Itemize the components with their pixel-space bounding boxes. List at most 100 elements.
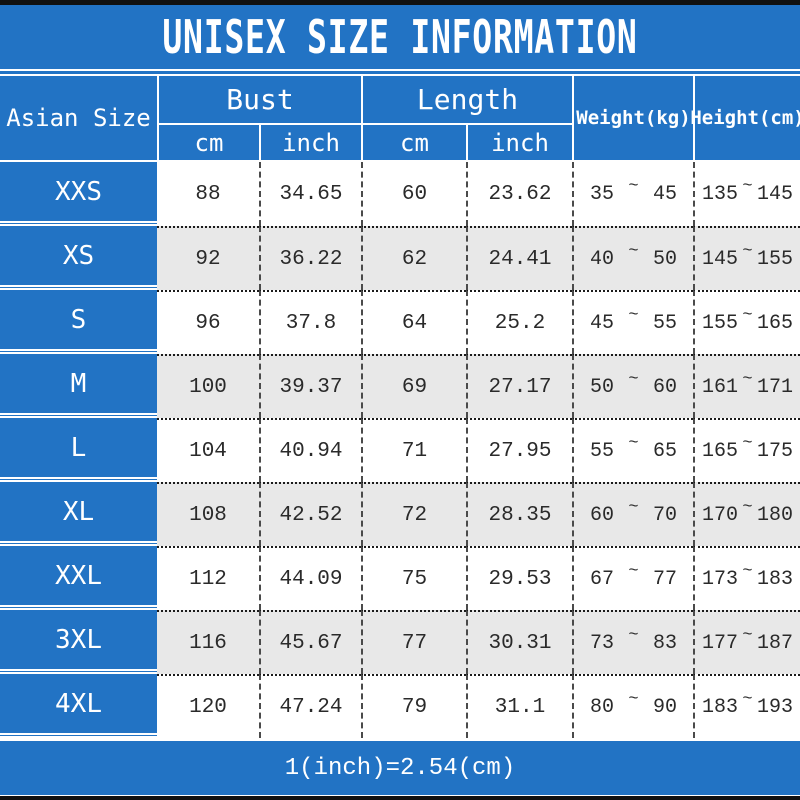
size-cell: L <box>0 418 157 482</box>
height-max: 180 <box>756 503 793 527</box>
range-tilde: ~ <box>628 305 639 325</box>
weight-cell: 50 ~60 <box>572 354 693 418</box>
range-tilde: ~ <box>628 625 639 645</box>
weight-cell: 40 ~50 <box>572 226 693 290</box>
weight-max: 55 <box>652 311 677 335</box>
length-inch-cell: 29.53 <box>466 546 572 610</box>
weight-min: 60 <box>590 503 615 527</box>
title-separator <box>0 69 800 76</box>
range-tilde: ~ <box>628 689 639 709</box>
header-length-cm: cm <box>361 123 466 160</box>
range-tilde: ~ <box>628 369 639 389</box>
height-min: 165 <box>702 439 739 463</box>
height-cell: 135 ~145 <box>693 162 800 226</box>
bust-cm-cell: 112 <box>157 546 259 610</box>
bust-inch-cell: 45.67 <box>259 610 361 674</box>
height-cell: 165 ~175 <box>693 418 800 482</box>
height-cell: 170 ~180 <box>693 482 800 546</box>
bust-cm-cell: 116 <box>157 610 259 674</box>
size-cell: 3XL <box>0 610 157 674</box>
weight-cell: 45 ~55 <box>572 290 693 354</box>
bust-inch-cell: 42.52 <box>259 482 361 546</box>
range-tilde: ~ <box>742 433 753 453</box>
bust-cm-cell: 92 <box>157 226 259 290</box>
bust-inch-cell: 36.22 <box>259 226 361 290</box>
height-max: 193 <box>756 695 793 719</box>
bust-cm-cell: 104 <box>157 418 259 482</box>
header-height: Height(cm) <box>690 76 800 160</box>
bust-inch-cell: 34.65 <box>259 162 361 226</box>
weight-min: 80 <box>590 695 615 719</box>
bottom-border-bar <box>0 795 800 800</box>
height-max: 175 <box>756 439 793 463</box>
table-body: XXS 88 34.65 60 23.62 35 ~45 135 ~145 XS 92 36.22 62… <box>0 162 800 738</box>
weight-max: 65 <box>652 439 677 463</box>
weight-cell: 73 ~83 <box>572 610 693 674</box>
table-header: Asian Size Bust Length Weight(kg) Height… <box>0 76 800 162</box>
size-cell: XS <box>0 226 157 290</box>
weight-max: 60 <box>652 375 677 399</box>
length-inch-cell: 27.95 <box>466 418 572 482</box>
height-max: 187 <box>756 631 793 655</box>
range-tilde: ~ <box>628 497 639 517</box>
height-cell: 183 ~193 <box>693 674 800 738</box>
length-inch-cell: 25.2 <box>466 290 572 354</box>
length-inch-cell: 27.17 <box>466 354 572 418</box>
size-cell: XXS <box>0 162 157 226</box>
weight-max: 50 <box>652 247 677 271</box>
weight-min: 45 <box>590 311 615 335</box>
bust-inch-cell: 40.94 <box>259 418 361 482</box>
range-tilde: ~ <box>628 561 639 581</box>
size-cell: S <box>0 290 157 354</box>
header-length: Length <box>361 76 572 123</box>
height-min: 135 <box>702 182 739 206</box>
height-max: 165 <box>756 311 793 335</box>
size-cell: XL <box>0 482 157 546</box>
height-cell: 155 ~165 <box>693 290 800 354</box>
weight-max: 70 <box>652 503 677 527</box>
range-tilde: ~ <box>628 433 639 453</box>
range-tilde: ~ <box>742 305 753 325</box>
length-cm-cell: 60 <box>361 162 466 226</box>
bust-cm-cell: 100 <box>157 354 259 418</box>
header-weight: Weight(kg) <box>572 76 693 160</box>
length-inch-cell: 30.31 <box>466 610 572 674</box>
size-cell: M <box>0 354 157 418</box>
weight-max: 77 <box>652 567 677 591</box>
range-tilde: ~ <box>742 689 753 709</box>
length-cm-cell: 75 <box>361 546 466 610</box>
weight-min: 35 <box>590 182 615 206</box>
conversion-note: 1(inch)=2.54(cm) <box>284 754 516 782</box>
weight-min: 73 <box>590 631 615 655</box>
title-band: UNISEX SIZE INFORMATION <box>0 5 800 69</box>
length-cm-cell: 71 <box>361 418 466 482</box>
range-tilde: ~ <box>742 561 753 581</box>
top-border-bar <box>0 0 800 5</box>
bust-cm-cell: 108 <box>157 482 259 546</box>
weight-cell: 55 ~65 <box>572 418 693 482</box>
range-tilde: ~ <box>742 497 753 517</box>
length-cm-cell: 77 <box>361 610 466 674</box>
bust-cm-cell: 120 <box>157 674 259 738</box>
bust-cm-cell: 88 <box>157 162 259 226</box>
weight-cell: 80 ~90 <box>572 674 693 738</box>
length-cm-cell: 69 <box>361 354 466 418</box>
weight-min: 40 <box>590 247 615 271</box>
range-tilde: ~ <box>742 176 753 196</box>
header-bust-cm: cm <box>157 123 259 160</box>
bust-inch-cell: 39.37 <box>259 354 361 418</box>
length-inch-cell: 31.1 <box>466 674 572 738</box>
height-min: 170 <box>702 503 739 527</box>
height-min: 183 <box>702 695 739 719</box>
range-tilde: ~ <box>628 241 639 261</box>
height-min: 161 <box>702 375 739 399</box>
range-tilde: ~ <box>742 625 753 645</box>
weight-max: 45 <box>652 182 677 206</box>
bust-cm-cell: 96 <box>157 290 259 354</box>
size-cell: 4XL <box>0 674 157 738</box>
range-tilde: ~ <box>628 176 639 196</box>
length-cm-cell: 62 <box>361 226 466 290</box>
height-max: 145 <box>756 182 793 206</box>
header-bust: Bust <box>157 76 361 123</box>
weight-cell: 35 ~45 <box>572 162 693 226</box>
